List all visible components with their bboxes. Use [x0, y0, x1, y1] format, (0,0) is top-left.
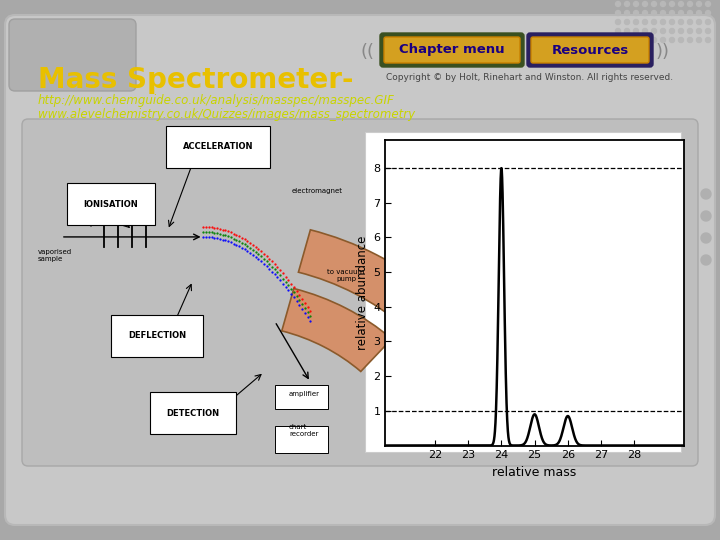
- Circle shape: [642, 37, 647, 43]
- Text: chart
recorder: chart recorder: [289, 424, 318, 437]
- Circle shape: [642, 2, 647, 6]
- Circle shape: [696, 37, 701, 43]
- Circle shape: [652, 29, 657, 33]
- Circle shape: [634, 37, 639, 43]
- Circle shape: [616, 10, 621, 16]
- Circle shape: [706, 2, 711, 6]
- Circle shape: [634, 10, 639, 16]
- Circle shape: [678, 19, 683, 24]
- Circle shape: [706, 19, 711, 24]
- Circle shape: [624, 37, 629, 43]
- Bar: [275, 426, 328, 453]
- X-axis label: relative mass: relative mass: [492, 466, 577, 479]
- Circle shape: [616, 37, 621, 43]
- Circle shape: [670, 37, 675, 43]
- Text: www.alevelchemistry.co.uk/Quizzes/images/mass_spectrometry: www.alevelchemistry.co.uk/Quizzes/images…: [38, 108, 415, 121]
- Circle shape: [660, 37, 665, 43]
- Text: )): )): [656, 43, 670, 61]
- Circle shape: [660, 2, 665, 6]
- Circle shape: [706, 37, 711, 43]
- Circle shape: [660, 29, 665, 33]
- FancyBboxPatch shape: [384, 37, 520, 63]
- Bar: [275, 386, 328, 409]
- Circle shape: [701, 233, 711, 243]
- Circle shape: [670, 10, 675, 16]
- Circle shape: [688, 10, 693, 16]
- Text: Mass Spectrometer-: Mass Spectrometer-: [38, 66, 354, 94]
- Text: DETECTION: DETECTION: [166, 409, 220, 418]
- Text: ACCELERATION: ACCELERATION: [182, 142, 253, 151]
- Circle shape: [706, 10, 711, 16]
- Circle shape: [670, 19, 675, 24]
- Circle shape: [701, 189, 711, 199]
- Circle shape: [670, 29, 675, 33]
- FancyBboxPatch shape: [9, 19, 136, 91]
- Circle shape: [642, 19, 647, 24]
- Circle shape: [624, 19, 629, 24]
- Circle shape: [696, 29, 701, 33]
- Circle shape: [634, 2, 639, 6]
- Text: Chapter menu: Chapter menu: [399, 44, 505, 57]
- Circle shape: [696, 19, 701, 24]
- FancyBboxPatch shape: [5, 15, 715, 525]
- Text: DEFLECTION: DEFLECTION: [128, 331, 186, 340]
- FancyBboxPatch shape: [380, 33, 524, 67]
- Circle shape: [678, 29, 683, 33]
- Circle shape: [696, 2, 701, 6]
- Text: electromagnet: electromagnet: [292, 188, 343, 194]
- Text: Copyright © by Holt, Rinehart and Winston. All rights reserved.: Copyright © by Holt, Rinehart and Winsto…: [387, 72, 674, 82]
- Circle shape: [688, 19, 693, 24]
- Circle shape: [678, 37, 683, 43]
- Wedge shape: [282, 288, 392, 372]
- Bar: [365, 132, 681, 452]
- Circle shape: [624, 2, 629, 6]
- Circle shape: [652, 2, 657, 6]
- Text: amplifier: amplifier: [289, 390, 320, 396]
- FancyBboxPatch shape: [22, 119, 698, 466]
- Circle shape: [624, 29, 629, 33]
- Text: vaporised
sample: vaporised sample: [37, 248, 72, 261]
- Circle shape: [652, 10, 657, 16]
- Circle shape: [642, 10, 647, 16]
- FancyBboxPatch shape: [527, 33, 653, 67]
- Circle shape: [660, 10, 665, 16]
- Wedge shape: [298, 230, 435, 326]
- Circle shape: [634, 29, 639, 33]
- Circle shape: [706, 29, 711, 33]
- Circle shape: [652, 37, 657, 43]
- Circle shape: [678, 2, 683, 6]
- Circle shape: [688, 37, 693, 43]
- Circle shape: [696, 10, 701, 16]
- Circle shape: [688, 29, 693, 33]
- Circle shape: [688, 2, 693, 6]
- Text: http://www.chemguide.co.uk/analysis/masspec/masspec.GIF: http://www.chemguide.co.uk/analysis/mass…: [38, 94, 395, 107]
- Text: Resources: Resources: [552, 44, 629, 57]
- Circle shape: [701, 211, 711, 221]
- Circle shape: [634, 19, 639, 24]
- Circle shape: [701, 255, 711, 265]
- Circle shape: [660, 19, 665, 24]
- Circle shape: [670, 2, 675, 6]
- Circle shape: [642, 29, 647, 33]
- Text: IONISATION: IONISATION: [84, 200, 138, 208]
- Circle shape: [678, 10, 683, 16]
- Circle shape: [652, 19, 657, 24]
- Circle shape: [616, 29, 621, 33]
- Circle shape: [624, 10, 629, 16]
- FancyBboxPatch shape: [531, 37, 649, 63]
- Text: to vacuum
pump: to vacuum pump: [328, 269, 364, 282]
- Text: +: +: [86, 219, 94, 229]
- Circle shape: [616, 19, 621, 24]
- Circle shape: [616, 2, 621, 6]
- Y-axis label: relative abundance: relative abundance: [356, 236, 369, 350]
- Text: ((: ((: [361, 43, 375, 61]
